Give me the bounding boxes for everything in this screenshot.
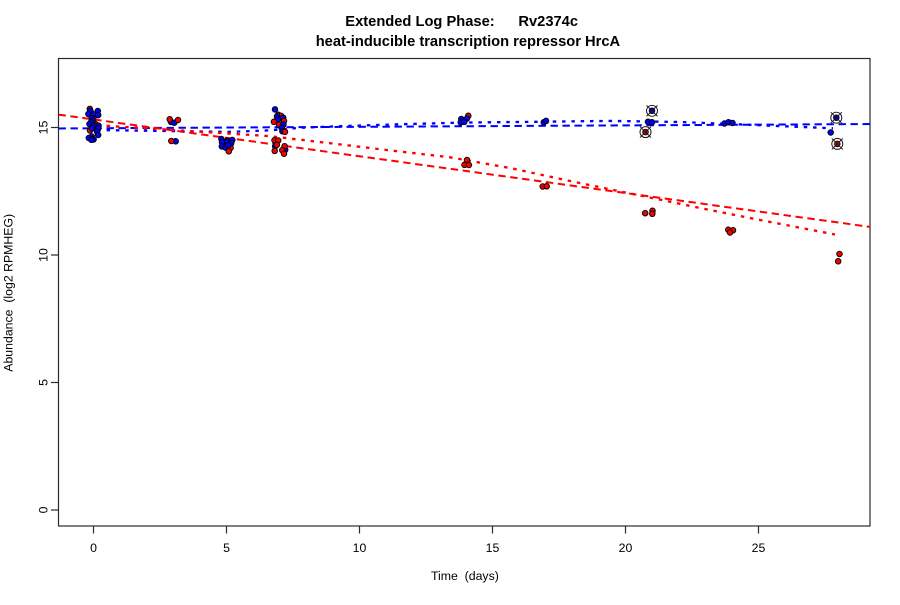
svg-text:0: 0 [37, 506, 51, 513]
svg-text:Time (days): Time (days) [431, 569, 499, 583]
svg-text:10: 10 [353, 541, 367, 555]
svg-text:0: 0 [90, 541, 97, 555]
svg-text:5: 5 [37, 379, 51, 386]
svg-text:10: 10 [37, 248, 51, 262]
svg-text:Abundance (log2 RPMHEG): Abundance (log2 RPMHEG) [2, 214, 16, 372]
svg-text:heat-inducible transcription r: heat-inducible transcription repressor H… [316, 34, 621, 50]
svg-text:Rv2374c: Rv2374c [518, 14, 578, 30]
svg-text:Extended Log Phase:: Extended Log Phase: [345, 14, 494, 30]
svg-text:15: 15 [486, 541, 500, 555]
svg-text:5: 5 [223, 541, 230, 555]
svg-text:20: 20 [619, 541, 633, 555]
svg-text:25: 25 [752, 541, 766, 555]
svg-text:15: 15 [37, 121, 51, 135]
